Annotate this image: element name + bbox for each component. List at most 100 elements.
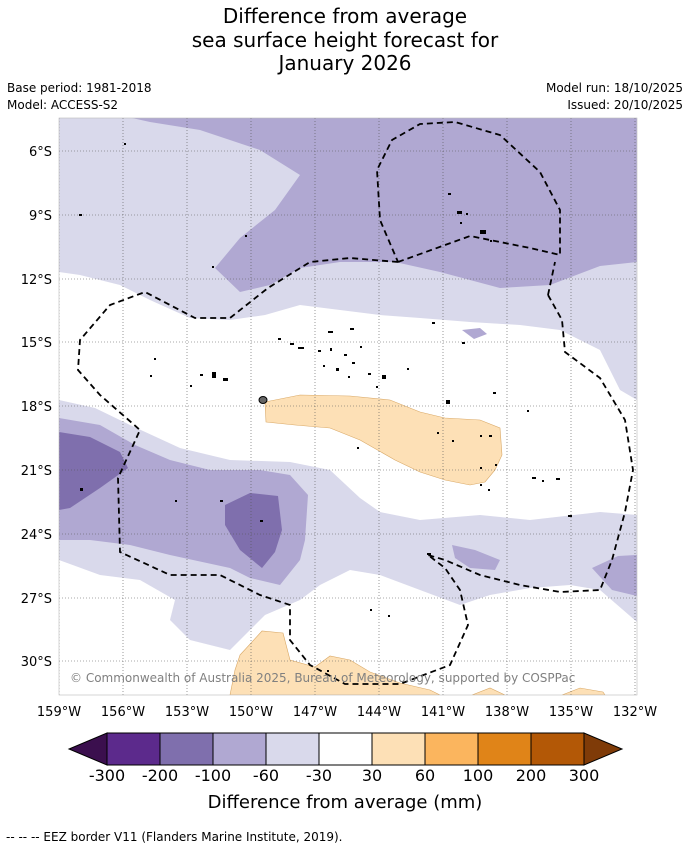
island-tahiti [258, 396, 268, 404]
colorbar-tick-label: 60 [414, 766, 436, 785]
island [460, 222, 462, 224]
eez-border-north [376, 121, 561, 263]
longitude-label: 153°W [165, 705, 209, 720]
colorbar [67, 732, 624, 766]
anomaly-region-positive-south [229, 630, 441, 695]
title-line-2: sea surface height forecast for [191, 28, 499, 52]
colorbar-bin [424, 732, 479, 766]
title-line-3: January 2026 [278, 51, 412, 75]
colorbar-tick-label: 30 [361, 766, 383, 785]
island [328, 331, 333, 333]
longitude-label: 132°W [613, 705, 657, 720]
map-figure: © Commonwealth of Australia 2025, Bureau… [21, 117, 657, 766]
anomaly-region-medium-north [132, 118, 637, 292]
island [260, 520, 263, 522]
island [80, 488, 83, 491]
island [493, 392, 496, 394]
colorbar-bin [265, 732, 320, 766]
model-run: Model run: 18/10/2025 [545, 81, 683, 95]
colorbar-tick-label: 200 [515, 766, 547, 785]
island [245, 235, 247, 237]
colorbar-bin [371, 732, 426, 766]
colorbar-tick-label: 100 [462, 766, 494, 785]
island [212, 372, 216, 378]
island [488, 489, 490, 491]
longitude-label: 147°W [293, 705, 337, 720]
copyright-text: © Commonwealth of Australia 2025, Bureau… [70, 671, 575, 685]
eez-border-main [77, 257, 469, 685]
eez-border-connect [547, 261, 556, 296]
island [330, 348, 332, 351]
island [352, 362, 355, 364]
island [556, 478, 560, 480]
colorbar-bin [159, 732, 214, 766]
anomaly-region-light-south [59, 400, 637, 650]
island [223, 378, 228, 381]
anomaly-region-positive-central [264, 394, 503, 486]
island [212, 266, 214, 268]
island [437, 432, 439, 434]
gridlines [59, 118, 637, 695]
island [452, 440, 454, 442]
island [175, 500, 177, 502]
issued-date: Issued: 20/10/2025 [567, 98, 683, 112]
island [568, 515, 572, 517]
island [388, 615, 390, 617]
island [357, 447, 359, 449]
islands [79, 143, 572, 672]
island [489, 435, 492, 437]
latitude-label: 21°S [21, 464, 52, 479]
island [327, 670, 329, 672]
colorbar-tick-label: -100 [194, 766, 232, 785]
island [200, 374, 203, 376]
island [527, 410, 529, 412]
island [290, 343, 294, 345]
island [466, 213, 468, 215]
island [542, 480, 544, 482]
anomaly-region-medium-east [452, 328, 637, 596]
island [480, 467, 482, 469]
anomaly-region-positive-southeast [471, 687, 606, 695]
latitude-label: 12°S [21, 273, 52, 288]
latitude-label: 18°S [21, 400, 52, 415]
island [360, 346, 362, 348]
latitude-label: 27°S [21, 592, 52, 607]
island [376, 386, 378, 388]
island [462, 342, 465, 344]
colorbar-under-arrow [67, 732, 108, 766]
colorbar-bin [212, 732, 267, 766]
colorbar-tick-label: 300 [568, 766, 600, 785]
colorbar-tick-label: -30 [305, 766, 333, 785]
island [495, 464, 497, 466]
island [278, 338, 281, 340]
island [480, 230, 486, 234]
island [350, 328, 354, 330]
title-line-1: Difference from average [222, 4, 468, 28]
island [457, 211, 462, 214]
island [190, 385, 192, 387]
anomaly-region-dark-1 [59, 432, 128, 510]
latitude-label: 6°S [29, 145, 52, 160]
island [79, 214, 82, 216]
longitude-label: 144°W [357, 705, 401, 720]
island [336, 368, 339, 371]
colorbar-bin [318, 732, 373, 766]
latitude-label: 15°S [21, 336, 52, 351]
island [490, 240, 492, 242]
longitude-label: 135°W [549, 705, 593, 720]
island [318, 350, 321, 352]
longitude-label: 141°W [421, 705, 465, 720]
island [368, 373, 371, 375]
latitude-label: 30°S [21, 655, 52, 670]
colorbar-title: Difference from average (mm) [207, 792, 483, 813]
longitude-labels: 159°W 156°W 153°W 150°W 147°W 144°W 141°W 138°W… [37, 705, 657, 720]
island [154, 358, 156, 360]
model-name: Model: ACCESS-S2 [7, 98, 119, 112]
island [220, 500, 223, 502]
longitude-label: 156°W [101, 705, 145, 720]
map-frame [58, 117, 638, 696]
island [448, 193, 451, 195]
island [446, 400, 450, 404]
latitude-label: 24°S [21, 528, 52, 543]
eez-borders [77, 121, 634, 685]
